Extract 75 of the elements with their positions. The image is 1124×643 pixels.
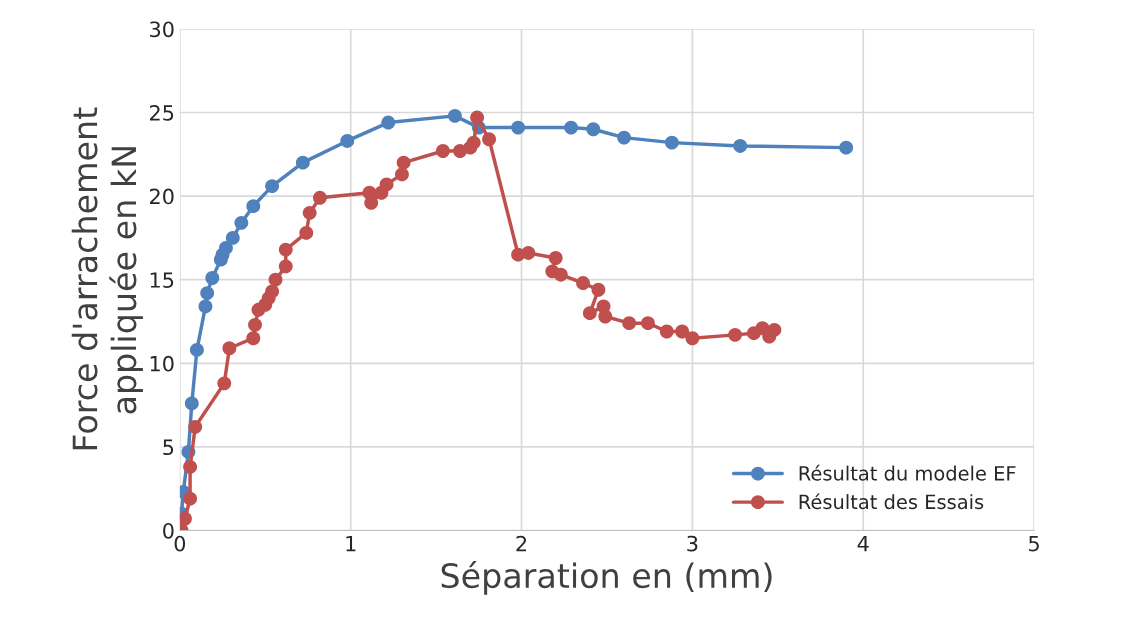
point: [466, 135, 481, 150]
x-tick-label: 0: [174, 535, 186, 552]
point: [205, 271, 220, 285]
point: [767, 322, 782, 337]
point: [278, 259, 293, 274]
point: [482, 132, 497, 147]
point: [586, 122, 601, 137]
point: [340, 134, 355, 148]
point: [664, 135, 679, 150]
y-tick-label: 25: [150, 104, 174, 121]
point: [576, 276, 590, 290]
point: [470, 110, 485, 125]
point: [200, 286, 215, 301]
point: [265, 179, 280, 194]
point: [364, 195, 379, 210]
point: [184, 396, 199, 411]
point: [246, 199, 261, 214]
point: [183, 460, 198, 474]
y-tick-label: 20: [150, 188, 174, 205]
point: [189, 342, 204, 357]
point: [219, 241, 233, 255]
point: [641, 316, 655, 331]
point: [598, 309, 613, 324]
y-tick-label: 10: [150, 355, 174, 372]
point: [312, 190, 327, 205]
x-tick-label: 5: [1029, 535, 1039, 552]
point: [548, 251, 563, 265]
x-tick-label: 2: [516, 535, 527, 552]
point: [225, 230, 240, 245]
point: [295, 155, 310, 170]
point: [395, 167, 409, 182]
point: [521, 246, 536, 260]
y-tick-label: 5: [163, 439, 174, 456]
y-tick-label: 30: [150, 21, 174, 38]
point: [246, 331, 261, 346]
point: [234, 215, 249, 230]
point: [447, 108, 462, 123]
point: [436, 144, 450, 158]
point: [198, 299, 213, 314]
point: [553, 267, 568, 282]
point: [582, 306, 597, 321]
y-tick-label: 0: [163, 522, 174, 539]
y-tick-label: 15: [150, 272, 174, 288]
point: [728, 327, 743, 342]
legend-label: Résultat des Essais: [799, 493, 984, 510]
point: [379, 177, 394, 192]
point: [675, 324, 690, 339]
point: [278, 242, 293, 257]
point: [268, 272, 283, 287]
point: [248, 317, 262, 332]
point: [396, 155, 411, 170]
point: [617, 130, 631, 145]
x-tick-label: 4: [857, 535, 869, 552]
point: [839, 140, 854, 155]
point: [183, 491, 198, 506]
point: [299, 225, 314, 240]
point: [302, 205, 317, 220]
point: [622, 316, 637, 331]
point: [659, 324, 674, 339]
y-axis-title: Force d'arrachement appliquée en kN: [71, 107, 143, 450]
point: [265, 284, 280, 299]
point: [733, 139, 748, 153]
point: [564, 120, 579, 135]
point: [511, 120, 526, 135]
x-axis-title: Séparation en (mm): [441, 561, 772, 595]
point: [591, 282, 606, 297]
x-tick-label: 1: [346, 535, 356, 552]
x-tick-label: 3: [687, 535, 698, 552]
point: [222, 341, 237, 356]
point: [685, 331, 700, 346]
point: [381, 115, 396, 130]
point: [217, 376, 232, 391]
point: [179, 511, 192, 526]
point: [188, 419, 203, 434]
legend-label: Résultat du modele EF: [799, 464, 1016, 481]
